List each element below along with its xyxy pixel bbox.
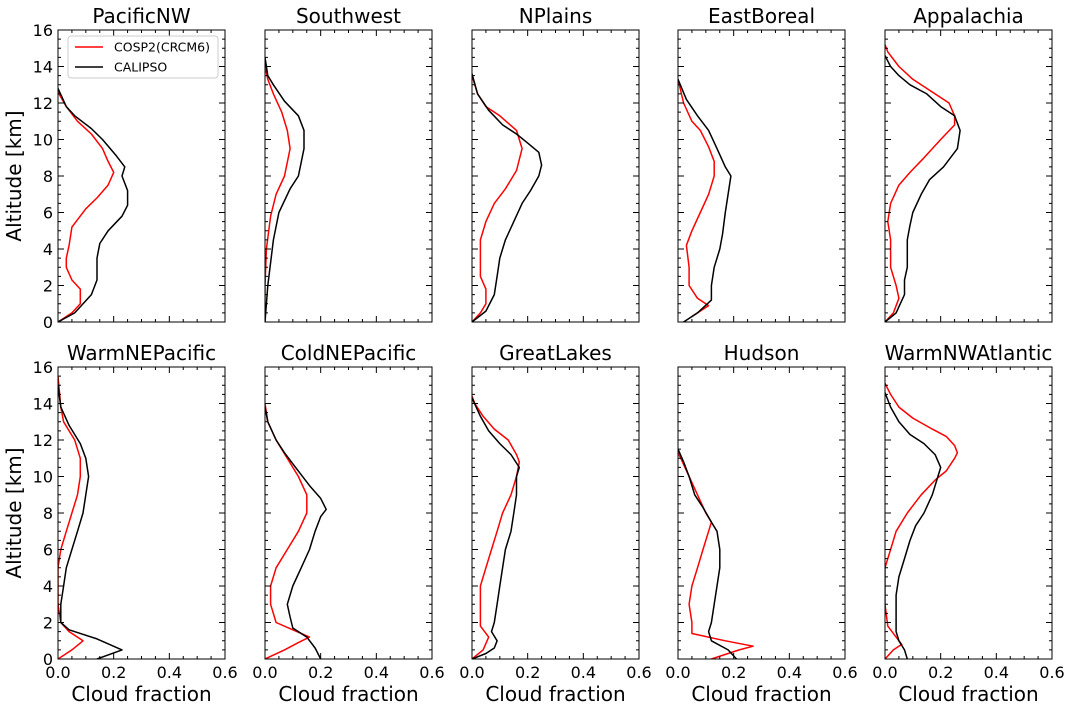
x-tick-label: 0.6 — [832, 663, 857, 682]
panel-pacificnw: PacificNW 0 2 4 6 8 10 12 14 16 Altitude [km] COSP2… — [2, 4, 226, 332]
x-tick-label: 0.2 — [515, 663, 540, 682]
axes-frame — [471, 366, 640, 660]
y-tick-label: 14 — [33, 395, 53, 414]
cosp2-line — [58, 376, 84, 659]
y-tick-label: 16 — [33, 358, 53, 377]
x-tick-label: 0.0 — [45, 663, 70, 682]
cosp2-line — [265, 403, 311, 659]
calipso-line — [265, 57, 305, 322]
x-tick-label: 0.4 — [571, 663, 596, 682]
calipso-line — [58, 88, 129, 322]
panel-title: Southwest — [296, 4, 401, 28]
panel-title: Hudson — [724, 341, 800, 365]
calipso-line — [678, 79, 732, 322]
axes-frame — [884, 29, 1053, 323]
x-axis-label: Cloud fraction — [691, 682, 831, 706]
x-tick-label: 0.4 — [157, 663, 182, 682]
x-axis-label: Cloud fraction — [278, 682, 418, 706]
cosp2-line — [678, 452, 754, 659]
y-tick-label: 8 — [43, 504, 53, 523]
y-tick-label: 2 — [43, 277, 53, 296]
x-tick-label: 0.6 — [1039, 663, 1064, 682]
panel-southwest: Southwest — [264, 4, 433, 323]
axes-frame — [264, 29, 433, 323]
y-axis-label: Altitude [km] — [2, 447, 26, 578]
x-tick-label: 0.2 — [928, 663, 953, 682]
y-tick-label: 6 — [43, 541, 53, 560]
legend: COSP2(CRCM6) CALIPSO — [67, 35, 219, 79]
x-axis-label: Cloud fraction — [71, 682, 211, 706]
panel-title: PacificNW — [92, 4, 191, 28]
legend-label: COSP2(CRCM6) — [114, 40, 210, 55]
calipso-line — [885, 55, 961, 322]
calipso-line — [265, 406, 327, 659]
y-tick-label: 6 — [43, 204, 53, 223]
x-tick-label: 0.6 — [626, 663, 651, 682]
calipso-line — [472, 397, 521, 659]
cosp2-line — [885, 383, 959, 659]
cosp2-line — [885, 44, 956, 322]
y-tick-label: 0 — [43, 313, 53, 332]
axes-frame — [884, 366, 1053, 660]
cosp2-line — [472, 395, 521, 659]
panel-eastboreal: EastBoreal — [677, 4, 846, 323]
x-axis-label: Cloud fraction — [485, 682, 625, 706]
y-tick-label: 16 — [33, 21, 53, 40]
calipso-line — [678, 448, 738, 659]
axes-frame — [677, 29, 846, 323]
y-tick-label: 4 — [43, 577, 53, 596]
axes-frame — [677, 366, 846, 660]
y-tick-label: 10 — [33, 131, 53, 150]
cosp2-line — [472, 75, 523, 322]
y-tick-label: 2 — [43, 614, 53, 633]
calipso-line — [885, 392, 942, 659]
cosp2-line — [678, 79, 715, 318]
x-tick-label: 0.2 — [101, 663, 126, 682]
panel-title: NPlains — [519, 4, 593, 28]
x-tick-label: 0.6 — [419, 663, 444, 682]
x-axis-label: Cloud fraction — [898, 682, 1038, 706]
legend-label: CALIPSO — [114, 60, 167, 75]
panel-title: GreatLakes — [499, 341, 612, 365]
y-tick-label: 12 — [33, 431, 53, 450]
x-tick-label: 0.0 — [872, 663, 897, 682]
cosp2-line — [58, 91, 115, 322]
x-tick-label: 0.4 — [984, 663, 1009, 682]
panel-title: WarmNEPacific — [67, 341, 216, 365]
panel-nplains: NPlains — [471, 4, 640, 323]
y-axis-label: Altitude [km] — [2, 110, 26, 241]
x-tick-label: 0.4 — [364, 663, 389, 682]
legend-box — [67, 35, 219, 79]
y-tick-label: 8 — [43, 167, 53, 186]
y-tick-label: 12 — [33, 94, 53, 113]
x-tick-label: 0.2 — [308, 663, 333, 682]
y-tick-label: 14 — [33, 58, 53, 77]
cosp2-line — [265, 66, 291, 322]
y-tick-label: 10 — [33, 468, 53, 487]
y-tick-label: 0 — [43, 650, 53, 669]
x-tick-label: 0.2 — [721, 663, 746, 682]
x-tick-label: 0.4 — [777, 663, 802, 682]
panel-title: EastBoreal — [708, 4, 815, 28]
panel-warmnepacific: WarmNEPacific 0 2 4 6 8 10 12 14 16 Altitude [km] 0… — [2, 341, 238, 706]
panel-title: WarmNWAtlantic — [885, 341, 1053, 365]
y-tick-label: 4 — [43, 240, 53, 259]
panel-title: Appalachia — [913, 4, 1024, 28]
panel-appalachia: Appalachia — [884, 4, 1053, 323]
panel-title: ColdNEPacific — [281, 341, 417, 365]
x-tick-label: 0.0 — [665, 663, 690, 682]
x-tick-label: 0.0 — [459, 663, 484, 682]
calipso-line — [58, 385, 123, 659]
x-tick-label: 0.0 — [252, 663, 277, 682]
x-tick-label: 0.6 — [212, 663, 237, 682]
calipso-line — [472, 73, 543, 322]
